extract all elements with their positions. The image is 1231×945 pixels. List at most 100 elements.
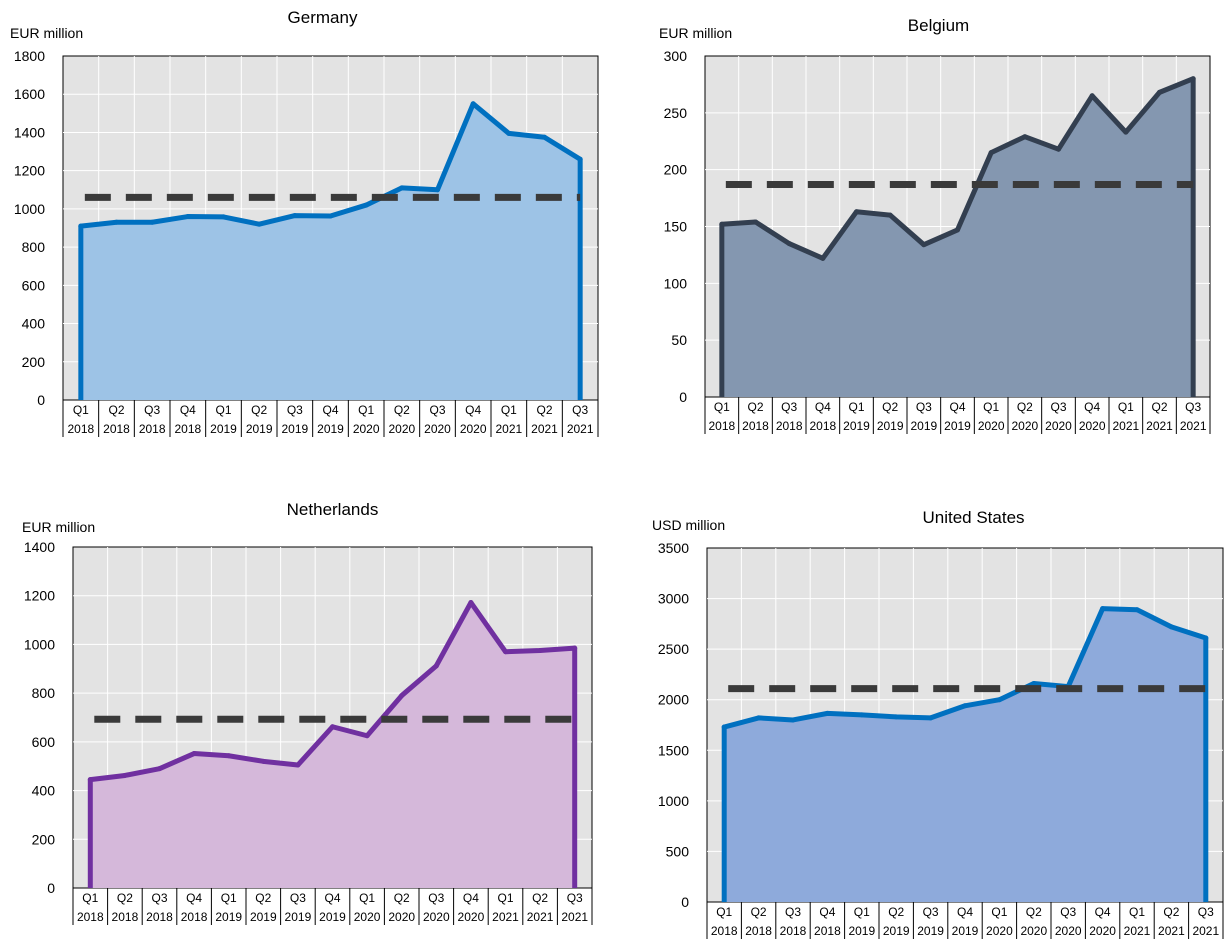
x-tick-label-quarter: Q2 [888,905,904,919]
x-tick-label-year: 2018 [103,422,130,436]
y-tick-label: 200 [22,354,46,370]
y-tick-label: 1500 [658,742,689,758]
data-point [221,214,226,219]
x-tick-label-quarter: Q4 [463,891,479,905]
y-tick-label: 3500 [658,540,689,556]
data-point [88,777,93,782]
y-tick-label: 200 [32,831,56,847]
x-tick-label-quarter: Q3 [1198,905,1214,919]
data-point [921,242,926,247]
x-tick-label-year: 2018 [139,422,166,436]
x-tick-label-quarter: Q4 [180,403,196,417]
x-tick-label-year: 2020 [1045,419,1072,433]
x-tick-label-quarter: Q3 [429,403,445,417]
x-tick-label-quarter: Q2 [882,400,898,414]
x-tick-label-year: 2018 [745,924,772,938]
x-tick-label-quarter: Q1 [358,403,374,417]
x-tick-label-quarter: Q4 [324,891,340,905]
data-point [399,693,404,698]
data-point [364,203,369,208]
x-tick-label-year: 2021 [561,910,588,924]
data-point [538,648,543,653]
data-point [1123,130,1128,135]
y-tick-label: 1200 [14,163,45,179]
x-tick-label-year: 2019 [215,910,242,924]
x-tick-label-quarter: Q1 [983,400,999,414]
data-point [365,733,370,738]
x-tick-label-quarter: Q3 [567,891,583,905]
data-point [78,224,83,229]
x-tick-label-quarter: Q3 [1050,400,1066,414]
x-tick-label-year: 2021 [527,910,554,924]
data-point [894,714,899,719]
x-tick-label-year: 2019 [285,910,312,924]
x-tick-label-year: 2018 [77,910,104,924]
data-point [157,766,162,771]
x-tick-label-quarter: Q4 [815,400,831,414]
data-point [122,773,127,778]
data-point [1203,636,1208,641]
y-tick-label: 300 [664,48,688,64]
chart-panel-netherlands: Netherlands EUR million 0 200 400 600 800 100… [0,472,615,944]
x-tick-label-year: 2018 [112,910,139,924]
x-tick-label-year: 2018 [181,910,208,924]
data-point [542,135,547,140]
data-point [989,150,994,155]
chart-svg: 0 200 400 600 800 1000 1200 1400 1600 1800 Q1 2018 Q… [0,0,615,472]
data-point [471,101,476,106]
data-point [888,213,893,218]
data-point [791,717,796,722]
data-point [114,220,119,225]
data-point [719,222,724,227]
data-point [506,131,511,136]
x-tick-label-quarter: Q3 [151,891,167,905]
chart-svg: 050100150200250300Q12018Q22018Q32018Q420… [616,0,1231,472]
data-point [192,751,197,756]
x-tick-label-quarter: Q3 [290,891,306,905]
x-tick-label-quarter: Q3 [572,403,588,417]
x-tick-label-year: 2021 [1146,419,1173,433]
y-tick-label: 0 [47,880,55,896]
x-tick-label-year: 2019 [250,910,277,924]
x-tick-label-year: 2021 [1124,924,1151,938]
x-tick-label-year: 2019 [843,419,870,433]
x-tick-label-quarter: Q4 [322,403,338,417]
x-tick-label-year: 2018 [67,422,94,436]
x-tick-label-quarter: Q2 [1151,400,1167,414]
x-tick-label-quarter: Q2 [394,403,410,417]
data-point [257,222,262,227]
x-tick-label-quarter: Q3 [287,403,303,417]
y-tick-label: 2000 [658,692,689,708]
y-tick-label: 400 [22,316,46,332]
data-point [1157,90,1162,95]
data-point [295,762,300,767]
y-tick-label: 800 [32,685,56,701]
x-tick-label-year: 2018 [742,419,769,433]
x-tick-label-year: 2020 [978,419,1005,433]
x-tick-label-year: 2019 [917,924,944,938]
x-tick-label-year: 2020 [388,910,415,924]
x-tick-label-quarter: Q2 [536,403,552,417]
x-tick-label-quarter: Q2 [1026,905,1042,919]
y-tick-label: 2500 [658,641,689,657]
y-tick-label: 0 [37,392,45,408]
x-tick-label-year: 2018 [780,924,807,938]
x-tick-label-quarter: Q4 [1084,400,1100,414]
x-tick-label-quarter: Q2 [394,891,410,905]
data-point [435,187,440,192]
data-point [185,214,190,219]
x-tick-label-quarter: Q1 [1118,400,1134,414]
x-tick-label-year: 2021 [1158,924,1185,938]
x-tick-label-quarter: Q2 [1017,400,1033,414]
data-point [1056,147,1061,152]
y-tick-label: 150 [664,219,688,235]
y-tick-label: 500 [666,843,690,859]
x-tick-label-year: 2018 [809,419,836,433]
x-tick-label-quarter: Q2 [251,403,267,417]
data-point [330,724,335,729]
x-tick-label-year: 2020 [353,422,380,436]
data-point [928,715,933,720]
data-point [787,241,792,246]
x-tick-label-quarter: Q1 [221,891,237,905]
y-tick-label: 3000 [658,591,689,607]
